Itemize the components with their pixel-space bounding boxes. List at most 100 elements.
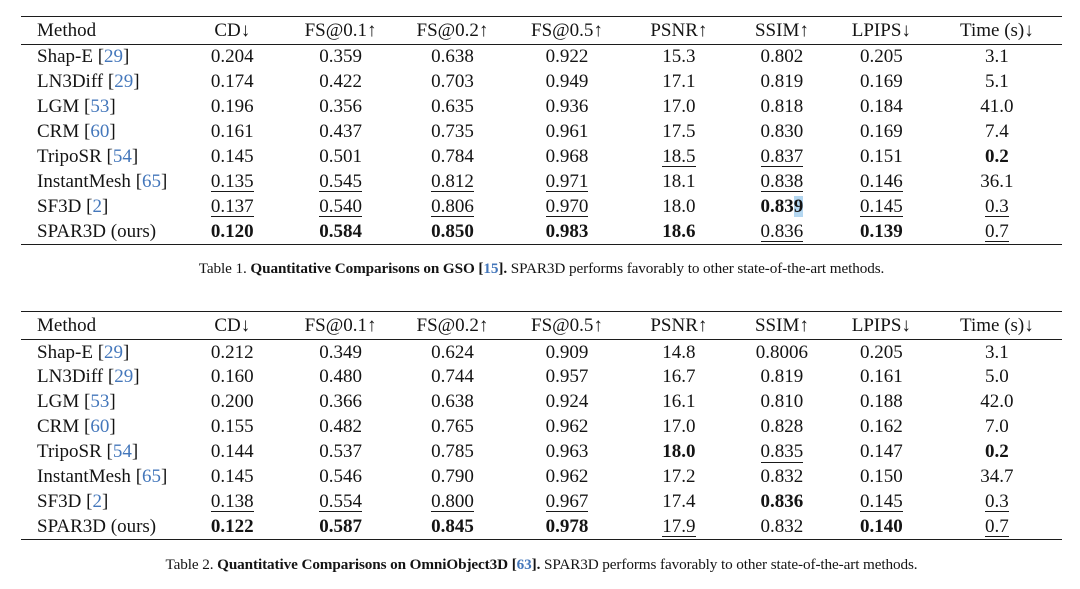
value-cell: 0.161 xyxy=(210,121,254,143)
column-header-method: Method xyxy=(21,311,180,341)
caption-title: Quantitative Comparisons on OmniObject3D… xyxy=(217,556,541,574)
citation-link[interactable]: 60 xyxy=(90,121,110,143)
column-header-lpips: LPIPS↓ xyxy=(830,16,932,45)
value-cell: 0.638 xyxy=(431,391,474,413)
value-cell: 0.8006 xyxy=(755,341,809,363)
table-row: CRM [60] 0.155 0.482 0.765 0.962 17.0 0.828 0.1… xyxy=(21,415,1062,440)
value-cell: 0.137 xyxy=(210,195,254,218)
value-cell: 0.957 xyxy=(545,366,589,388)
value-cell: 0.784 xyxy=(431,146,474,167)
value-cell: 0.546 xyxy=(319,466,362,488)
value-cell: 0.359 xyxy=(319,46,362,68)
value-cell: 0.212 xyxy=(210,341,254,363)
citation-link[interactable]: 15 xyxy=(483,260,499,278)
table-row: CRM [60] 0.161 0.437 0.735 0.961 17.5 0.830 0.1… xyxy=(21,120,1062,145)
value-cell: 0.838 xyxy=(760,170,804,193)
value-cell: 0.144 xyxy=(210,441,254,463)
citation-link[interactable]: 63 xyxy=(516,556,532,574)
value-cell: 0.806 xyxy=(431,195,474,218)
table-row: TripoSR [54] 0.144 0.537 0.785 0.963 18.0 0.83… xyxy=(21,440,1062,465)
citation-link[interactable]: 53 xyxy=(90,96,110,118)
method-cell: LN3Diff [29] xyxy=(37,71,140,93)
citation-link[interactable]: 29 xyxy=(114,366,134,388)
table-row: InstantMesh [65] 0.145 0.546 0.790 0.962 17.2… xyxy=(21,465,1062,490)
value-cell: 17.0 xyxy=(662,416,696,438)
table-row: Shap-E [29] 0.204 0.359 0.638 0.922 15.3 0.802… xyxy=(21,45,1062,70)
caption-label: Table 1. xyxy=(198,260,247,278)
value-cell: 0.540 xyxy=(319,195,362,218)
method-cell: InstantMesh [65] xyxy=(37,466,168,488)
value-cell: 0.983 xyxy=(545,220,589,242)
value-cell: 0.850 xyxy=(431,220,474,242)
value-cell: 0.160 xyxy=(210,366,254,388)
column-header-fs@0.5: FS@0.5↑ xyxy=(509,16,625,45)
column-header-fs@0.1: FS@0.1↑ xyxy=(285,16,396,45)
citation-link[interactable]: 29 xyxy=(114,71,134,93)
value-cell: 0.422 xyxy=(319,71,362,93)
value-cell: 0.3 xyxy=(985,490,1009,513)
value-cell: 0.349 xyxy=(319,341,362,363)
table-row: LGM [53] 0.200 0.366 0.638 0.924 16.1 0.810 0.1… xyxy=(21,390,1062,415)
value-cell: 0.800 xyxy=(431,490,474,513)
value-cell: 17.1 xyxy=(662,71,696,93)
citation-link[interactable]: 54 xyxy=(112,146,132,167)
value-cell: 0.145 xyxy=(210,146,254,167)
value-cell: 0.836 xyxy=(760,220,804,243)
value-cell: 0.162 xyxy=(859,416,903,438)
value-cell: 0.554 xyxy=(319,490,362,513)
value-cell: 0.205 xyxy=(859,341,903,363)
column-header-ssim: SSIM↑ xyxy=(733,311,831,341)
value-cell: 7.4 xyxy=(985,121,1009,143)
method-cell: LN3Diff [29] xyxy=(37,366,140,388)
value-cell: 0.812 xyxy=(431,170,474,193)
value-cell: 0.3 xyxy=(985,195,1009,218)
value-cell: 0.963 xyxy=(545,441,589,463)
method-cell: LGM [53] xyxy=(37,391,116,413)
value-cell: 0.962 xyxy=(545,466,589,488)
value-cell: 0.936 xyxy=(545,96,589,118)
value-cell: 0.120 xyxy=(210,220,254,242)
value-cell: 15.3 xyxy=(662,46,696,68)
column-header-times: Time (s)↓ xyxy=(931,311,1062,341)
value-cell: 0.2 xyxy=(985,441,1009,463)
value-cell: 0.146 xyxy=(859,170,903,193)
value-cell: 17.0 xyxy=(662,96,696,118)
value-cell: 0.830 xyxy=(760,121,804,143)
value-cell: 0.810 xyxy=(760,391,804,413)
value-cell: 0.169 xyxy=(859,121,903,143)
value-cell: 14.8 xyxy=(662,341,696,363)
citation-link[interactable]: 2 xyxy=(92,195,102,217)
method-cell: Shap-E [29] xyxy=(37,341,130,363)
value-cell: 0.828 xyxy=(760,416,804,438)
citation-link[interactable]: 29 xyxy=(104,46,124,68)
value-cell: 0.638 xyxy=(431,46,474,68)
selection-highlight: 9 xyxy=(793,195,804,217)
value-cell: 0.832 xyxy=(760,466,804,488)
citation-link[interactable]: 54 xyxy=(112,441,132,463)
column-header-cd: CD↓ xyxy=(179,16,286,45)
value-cell: 0.961 xyxy=(545,121,589,143)
table-2-header-row: Method CD↓ FS@0.1↑ FS@0.2↑ FS@0.5↑ PSNR↑ SSIM↑… xyxy=(21,311,1062,341)
citation-link[interactable]: 60 xyxy=(90,416,110,438)
value-cell: 0.545 xyxy=(319,170,362,193)
value-cell: 0.135 xyxy=(210,170,254,193)
value-cell: 0.978 xyxy=(545,515,589,537)
value-cell: 0.703 xyxy=(431,71,474,93)
value-cell: 0.765 xyxy=(431,416,474,438)
citation-link[interactable]: 53 xyxy=(90,391,110,413)
value-cell: 3.1 xyxy=(985,46,1009,68)
citation-link[interactable]: 2 xyxy=(92,490,102,512)
value-cell: 0.735 xyxy=(431,121,474,143)
citation-link[interactable]: 65 xyxy=(142,466,162,488)
value-cell: 0.145 xyxy=(859,490,903,513)
value-cell: 18.5 xyxy=(662,146,696,168)
citation-link[interactable]: 65 xyxy=(142,170,162,192)
value-cell: 0.970 xyxy=(545,195,589,218)
column-header-fs@0.5: FS@0.5↑ xyxy=(509,311,625,341)
value-cell: 0.922 xyxy=(545,46,589,68)
method-cell: TripoSR [54] xyxy=(37,146,139,167)
value-cell: 0.837 xyxy=(760,146,804,168)
value-cell: 5.1 xyxy=(985,71,1009,93)
citation-link[interactable]: 29 xyxy=(104,341,124,363)
column-header-cd: CD↓ xyxy=(179,311,286,341)
